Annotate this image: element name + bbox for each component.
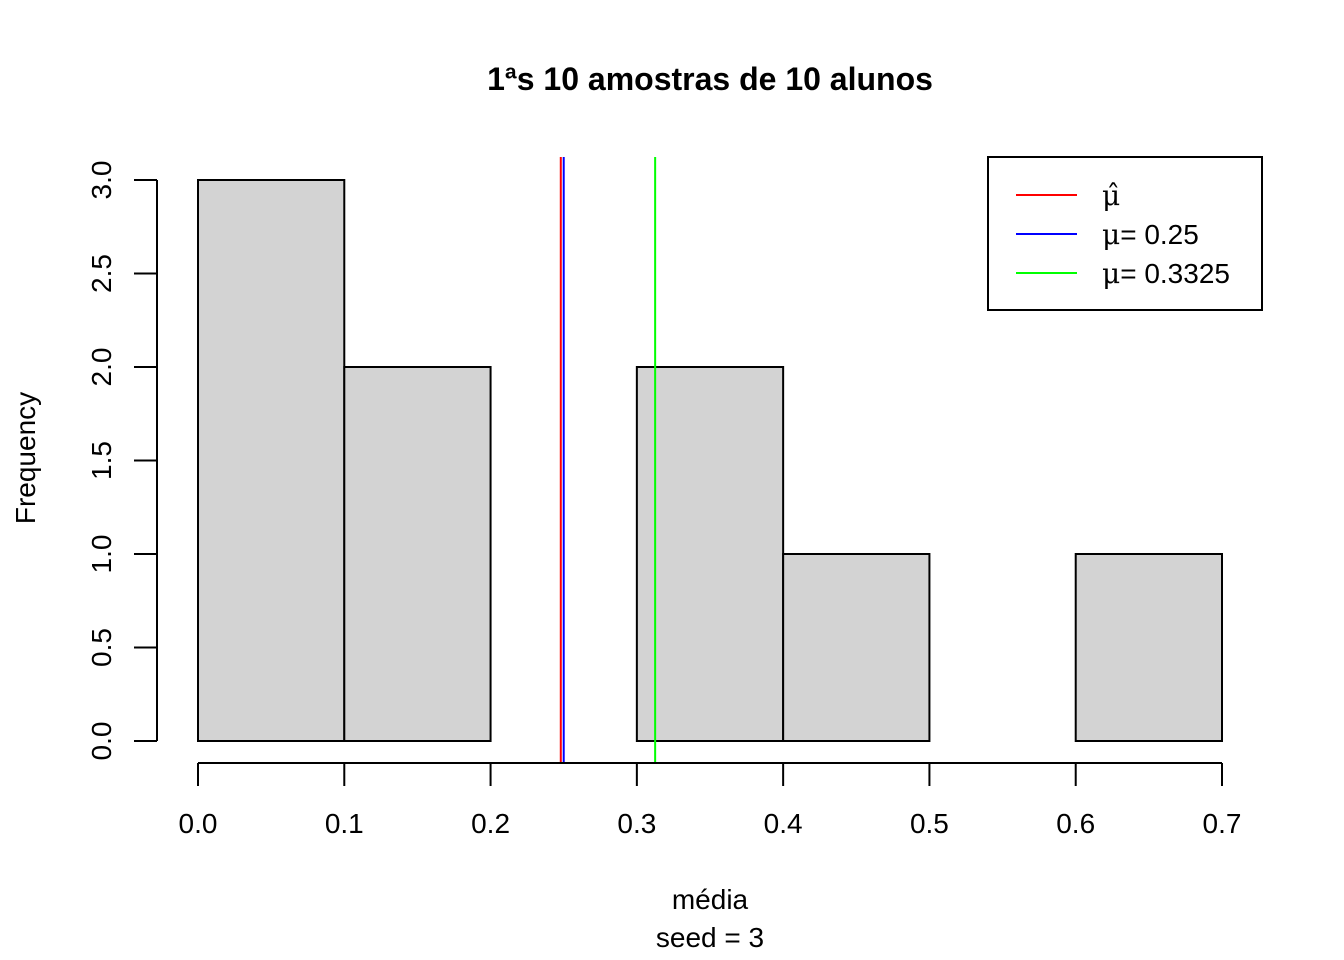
x-tick-label: 0.4	[764, 808, 803, 839]
y-tick-label: 1.5	[86, 441, 117, 480]
histogram-bar-3	[635, 366, 785, 742]
y-tick-label: 3.0	[86, 161, 117, 200]
y-tick-label: 1.0	[86, 535, 117, 574]
x-axis: 0.0 0.1 0.2 0.3 0.4 0.5 0.6 0.7	[179, 762, 1242, 839]
x-tick-label: 0.3	[617, 808, 656, 839]
x-tick-label: 0.6	[1056, 808, 1095, 839]
y-tick-label: 0.0	[86, 722, 117, 761]
x-tick-label: 0.7	[1203, 808, 1242, 839]
histogram-bar-6	[1074, 553, 1223, 742]
reference-lines	[559, 157, 657, 763]
chart-subtitle: seed = 3	[656, 922, 764, 953]
x-tick-label: 0.2	[471, 808, 510, 839]
y-axis: 0.0 0.5 1.0 1.5 2.0 2.5 3.0	[86, 161, 158, 761]
x-tick-label: 0.1	[325, 808, 364, 839]
histogram-bar-0	[197, 179, 346, 742]
bars-group	[197, 179, 1223, 742]
y-tick-label: 2.0	[86, 348, 117, 387]
y-tick-label: 0.5	[86, 628, 117, 667]
legend-label-0: μ̂	[1102, 179, 1120, 212]
x-tick-label: 0.0	[179, 808, 218, 839]
y-tick-label: 2.5	[86, 254, 117, 293]
y-axis-label: Frequency	[10, 392, 41, 524]
x-tick-label: 0.5	[910, 808, 949, 839]
x-axis-label: média	[672, 884, 749, 915]
chart-title: 1ªs 10 amostras de 10 alunos	[487, 61, 933, 97]
legend-label-2: μ= 0.3325	[1102, 257, 1230, 290]
histogram-bar-1	[343, 366, 492, 742]
histogram-bar-4	[782, 553, 931, 742]
legend: μ̂ μ= 0.25 μ= 0.3325	[987, 156, 1263, 311]
legend-label-1: μ= 0.25	[1102, 218, 1199, 251]
